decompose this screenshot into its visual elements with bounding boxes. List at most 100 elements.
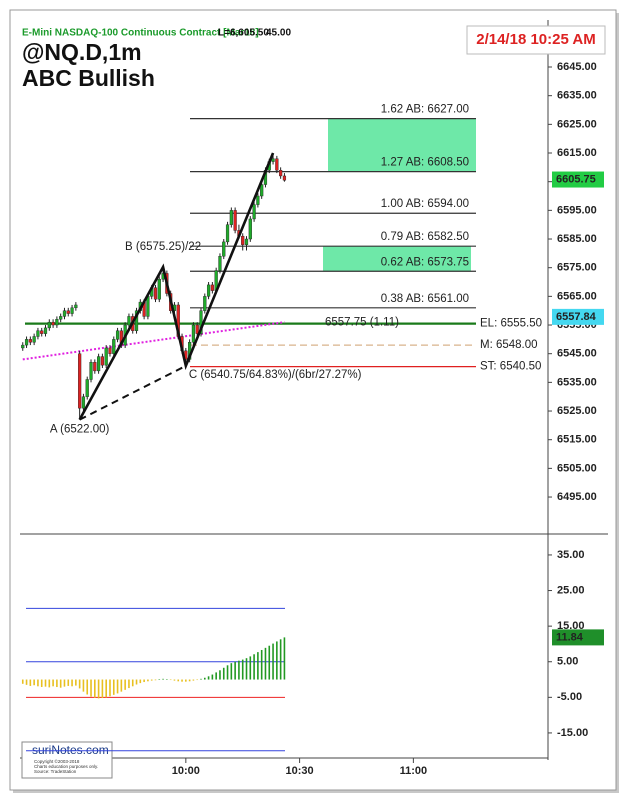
candle-body xyxy=(59,316,63,320)
timestamp-box xyxy=(466,25,606,55)
candle-body xyxy=(115,330,120,340)
candle-body xyxy=(195,324,199,334)
y-tick-label: 6495.00 xyxy=(557,491,597,503)
histogram-bar xyxy=(120,679,123,692)
histogram-bar xyxy=(90,679,92,697)
candle-body xyxy=(78,353,82,409)
candle-body xyxy=(153,287,158,300)
level-label: 1.00 AB: 6594.00 xyxy=(381,198,469,210)
candle-body xyxy=(279,170,283,177)
candle-body xyxy=(256,195,260,205)
candle-body xyxy=(51,321,55,326)
histogram-bar xyxy=(56,679,58,688)
y-tick-label: 6645.00 xyxy=(557,61,597,73)
candle-body xyxy=(222,241,226,257)
histogram-bar xyxy=(185,679,187,682)
level-label: M: 6548.00 xyxy=(480,339,538,351)
y-tick-label: 5.00 xyxy=(557,656,578,668)
histogram-bar xyxy=(21,679,24,684)
histogram-bar xyxy=(101,679,104,699)
candle-body xyxy=(93,362,97,372)
y-tick-label: -5.00 xyxy=(557,691,582,703)
histogram-bar xyxy=(253,654,255,680)
histogram-bar xyxy=(75,679,77,686)
candle-body xyxy=(32,336,36,343)
histogram-bar xyxy=(230,663,233,680)
histogram-bar xyxy=(67,679,70,686)
candle-body xyxy=(100,356,104,366)
candle-body xyxy=(203,296,207,311)
x-tick-label: 11:00 xyxy=(400,765,428,777)
y-tick-label: -15.00 xyxy=(557,727,588,739)
histogram-bar xyxy=(226,665,229,680)
candle-body xyxy=(70,307,74,314)
histogram-bar xyxy=(48,679,51,688)
level-label: 0.79 AB: 6582.50 xyxy=(381,231,469,243)
y-tick-label: 25.00 xyxy=(557,584,585,596)
candle-body xyxy=(47,321,51,329)
y-tick-label: 6525.00 xyxy=(557,405,597,417)
histogram-bar xyxy=(37,679,39,687)
logo-line: Source: TradeStation xyxy=(34,769,77,774)
candle-body xyxy=(244,238,249,245)
candle-body xyxy=(282,175,287,181)
histogram-bar xyxy=(219,670,221,680)
candle-body xyxy=(21,344,25,349)
histogram-bar xyxy=(147,679,149,682)
histogram-bar xyxy=(44,679,47,687)
level-label: 0.38 AB: 6561.00 xyxy=(381,293,469,305)
histogram-bar xyxy=(264,647,267,680)
histogram-bar xyxy=(272,643,274,680)
candle-body xyxy=(66,310,70,314)
frame xyxy=(9,9,617,791)
y-tick-label: 15.00 xyxy=(557,620,585,632)
candle-body xyxy=(112,339,116,354)
histogram-bar xyxy=(78,679,81,689)
y-tick-label: 6585.00 xyxy=(557,233,597,245)
price-tag-label: 6557.84 xyxy=(556,311,597,323)
histogram-bar xyxy=(135,679,138,685)
histogram-bar xyxy=(181,679,183,682)
histogram-bar xyxy=(25,679,28,685)
candle-body xyxy=(104,347,108,366)
candle-body xyxy=(40,330,44,334)
histogram-bar xyxy=(207,676,210,680)
histogram-bar xyxy=(97,679,100,699)
y-tick-label: 6505.00 xyxy=(557,462,597,474)
y-tick-label: 6615.00 xyxy=(557,147,597,159)
histogram-bar xyxy=(94,679,96,698)
histogram-bar xyxy=(59,679,62,688)
last-price: L=6,605.50 xyxy=(218,28,269,39)
candle-body xyxy=(210,284,214,291)
histogram-bar xyxy=(109,679,111,697)
pattern-ac-line xyxy=(79,364,187,421)
level-label: ST: 6540.50 xyxy=(480,361,541,373)
histogram-bar xyxy=(71,679,73,687)
histogram-bar xyxy=(238,660,240,680)
level-label: EL: 6555.50 xyxy=(480,318,542,330)
histogram-bar xyxy=(166,679,168,680)
candle-body xyxy=(28,339,32,343)
histogram-bar xyxy=(245,658,248,680)
candle-body xyxy=(218,256,222,271)
histogram-bar xyxy=(52,679,54,687)
chart-title: @NQ.D,1m xyxy=(22,39,142,65)
y-tick-label: 6535.00 xyxy=(557,376,597,388)
x-tick-label: 10:30 xyxy=(286,765,314,777)
pattern-line xyxy=(78,152,275,421)
candle-body xyxy=(252,204,256,220)
histogram-bar xyxy=(82,679,85,692)
pattern-label: A (6522.00) xyxy=(50,424,110,436)
logo-name: suriNotes.com xyxy=(32,743,109,757)
histogram-bar xyxy=(162,678,164,680)
histogram-bar xyxy=(215,672,217,680)
level-label: 1.27 AB: 6608.50 xyxy=(381,157,469,169)
histogram-bar xyxy=(63,679,66,687)
candle-body xyxy=(157,278,161,300)
candle-body xyxy=(55,319,59,326)
candle-body xyxy=(225,224,230,243)
candle-body xyxy=(108,347,112,354)
histogram-bar xyxy=(86,679,89,695)
histogram-bar xyxy=(33,679,35,686)
